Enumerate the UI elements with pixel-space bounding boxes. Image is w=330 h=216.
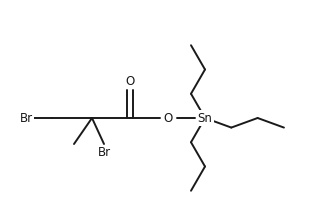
- Text: Sn: Sn: [198, 111, 213, 124]
- Text: O: O: [163, 111, 173, 124]
- Text: O: O: [125, 75, 135, 88]
- Text: Br: Br: [97, 146, 111, 159]
- Text: Br: Br: [20, 111, 33, 124]
